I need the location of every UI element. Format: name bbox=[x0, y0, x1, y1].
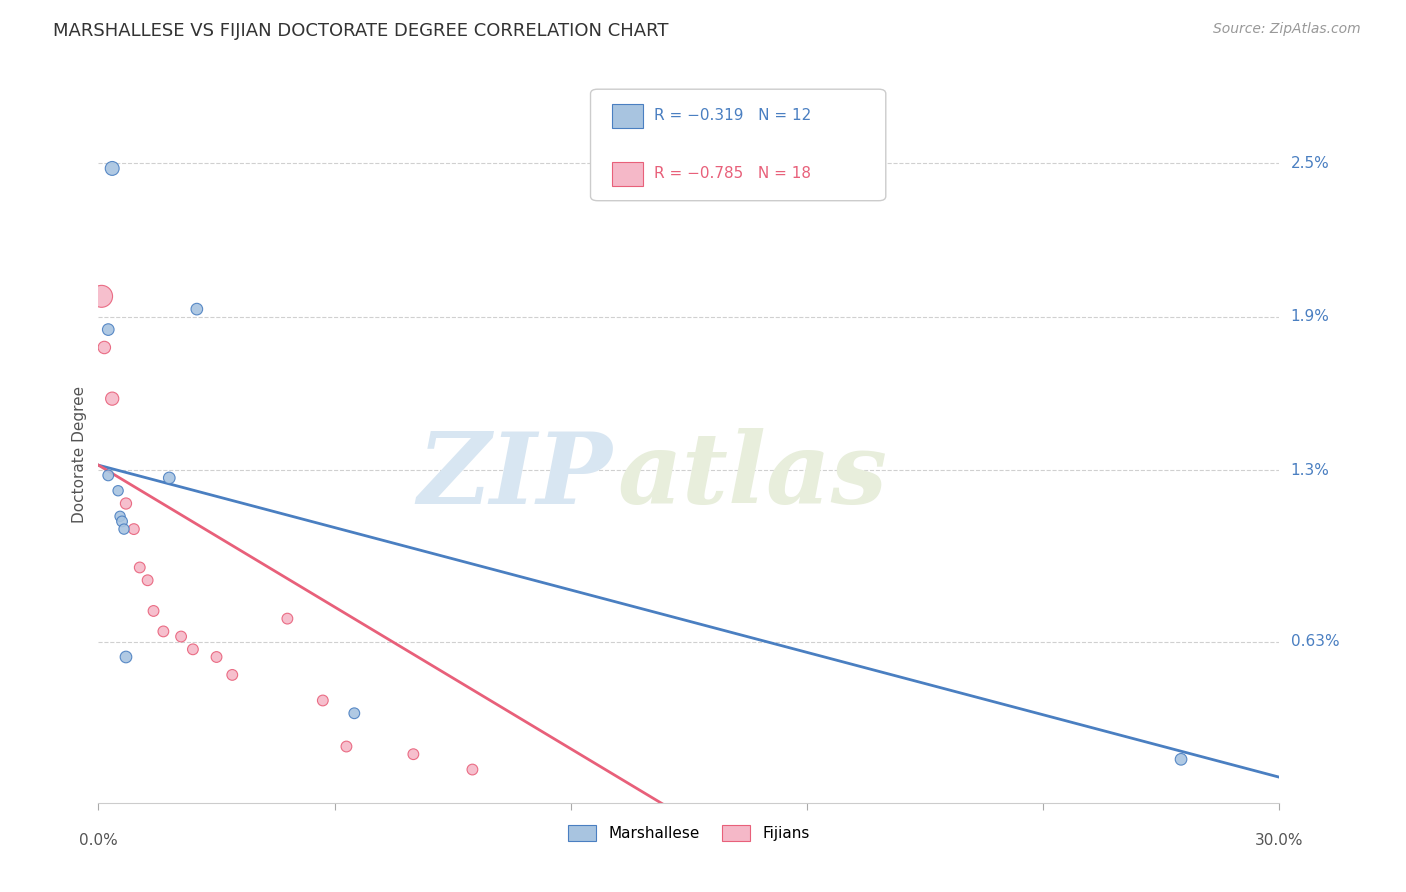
Point bbox=[93, 341, 115, 355]
Point bbox=[136, 574, 159, 588]
Point bbox=[157, 471, 180, 485]
Point bbox=[1170, 752, 1192, 766]
Text: 1.9%: 1.9% bbox=[1291, 310, 1330, 325]
Text: 2.5%: 2.5% bbox=[1291, 156, 1329, 170]
Point bbox=[343, 706, 366, 721]
Text: 1.3%: 1.3% bbox=[1291, 463, 1330, 478]
Point bbox=[101, 392, 124, 406]
Text: R = −0.319   N = 12: R = −0.319 N = 12 bbox=[654, 109, 811, 123]
Point bbox=[101, 161, 124, 176]
Point bbox=[312, 693, 335, 707]
Text: MARSHALLESE VS FIJIAN DOCTORATE DEGREE CORRELATION CHART: MARSHALLESE VS FIJIAN DOCTORATE DEGREE C… bbox=[53, 22, 669, 40]
Point bbox=[128, 560, 150, 574]
Text: 0.0%: 0.0% bbox=[79, 833, 118, 848]
Text: 0.63%: 0.63% bbox=[1291, 634, 1339, 649]
Point bbox=[461, 763, 484, 777]
Point bbox=[90, 289, 112, 303]
Point bbox=[112, 522, 135, 536]
Point bbox=[181, 642, 204, 657]
Point bbox=[115, 496, 138, 510]
Point bbox=[335, 739, 357, 754]
Point bbox=[142, 604, 165, 618]
Point bbox=[107, 483, 129, 498]
Point bbox=[152, 624, 174, 639]
Text: atlas: atlas bbox=[619, 427, 889, 524]
Legend: Marshallese, Fijians: Marshallese, Fijians bbox=[562, 819, 815, 847]
Point bbox=[108, 509, 131, 524]
Text: ZIP: ZIP bbox=[418, 427, 612, 524]
Point bbox=[111, 515, 134, 529]
Text: R = −0.785   N = 18: R = −0.785 N = 18 bbox=[654, 167, 811, 181]
Point bbox=[186, 302, 208, 317]
Point bbox=[205, 650, 228, 665]
Point bbox=[97, 322, 120, 336]
Point bbox=[402, 747, 425, 762]
Text: Source: ZipAtlas.com: Source: ZipAtlas.com bbox=[1213, 22, 1361, 37]
Text: 30.0%: 30.0% bbox=[1256, 833, 1303, 848]
Point bbox=[221, 668, 243, 682]
Point bbox=[170, 630, 193, 644]
Point bbox=[122, 522, 145, 536]
Point bbox=[97, 468, 120, 483]
Y-axis label: Doctorate Degree: Doctorate Degree bbox=[72, 386, 87, 524]
Point bbox=[115, 650, 138, 665]
Point bbox=[276, 612, 298, 626]
